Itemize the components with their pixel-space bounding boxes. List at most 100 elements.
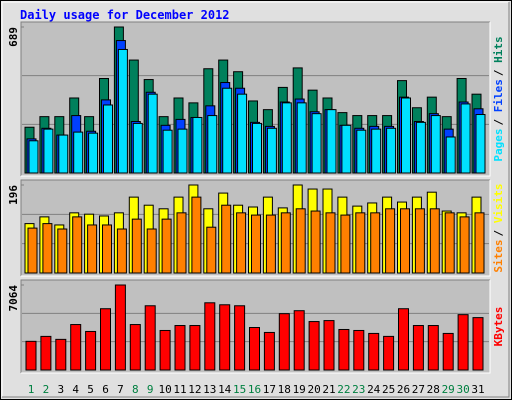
bar	[28, 140, 39, 174]
bar	[144, 305, 156, 371]
bevel	[20, 279, 490, 373]
bar	[460, 103, 471, 174]
legend: KBytes	[492, 307, 505, 347]
bar	[102, 224, 112, 274]
legend-entry: Files	[492, 79, 505, 112]
bar	[280, 212, 291, 274]
bar	[310, 210, 321, 274]
bar	[296, 102, 307, 174]
bar	[87, 224, 98, 274]
bar	[114, 284, 126, 371]
bar	[159, 329, 171, 371]
x-tick-label: 5	[87, 383, 94, 396]
bar	[401, 97, 411, 174]
bar	[338, 328, 350, 371]
bar	[355, 212, 366, 274]
bar	[386, 127, 397, 174]
bar	[429, 208, 440, 274]
bar	[263, 331, 275, 371]
bar	[131, 218, 142, 274]
bar	[341, 124, 352, 174]
legend-entry: Pages	[492, 129, 505, 162]
bar	[414, 208, 425, 274]
bar	[117, 48, 128, 174]
bar	[412, 325, 424, 371]
bar	[40, 335, 52, 371]
chart-title: Daily usage for December 2012	[20, 8, 230, 22]
bar	[58, 134, 69, 174]
bar	[383, 335, 395, 371]
x-tick-label: 3	[57, 383, 64, 396]
x-tick-label: 16	[248, 383, 261, 396]
bar	[295, 208, 306, 274]
bevel	[21, 180, 491, 277]
x-tick-label: 2	[43, 383, 50, 396]
x-tick-label: 25	[382, 383, 395, 396]
bar	[174, 325, 186, 371]
bar	[353, 329, 365, 371]
bar	[281, 102, 292, 174]
bar	[249, 327, 260, 371]
x-tick-label: 31	[471, 383, 484, 396]
bar	[442, 332, 454, 371]
bar	[400, 208, 410, 274]
x-tick-label: 28	[427, 383, 440, 396]
bar	[237, 93, 248, 174]
bar	[161, 218, 172, 274]
bar	[57, 228, 68, 274]
bar	[219, 304, 231, 371]
x-tick-label: 8	[132, 383, 139, 396]
bar	[191, 196, 202, 274]
bar	[370, 212, 381, 274]
bar	[221, 204, 232, 274]
x-tick-label: 21	[322, 383, 335, 396]
bar	[356, 129, 367, 174]
bar	[85, 330, 97, 371]
x-tick-label: 12	[188, 383, 201, 396]
bar	[207, 115, 218, 174]
bar	[129, 324, 141, 371]
bar	[70, 324, 82, 371]
bevel	[21, 22, 491, 177]
y-tick-label: 689	[7, 27, 20, 47]
x-tick-label: 29	[442, 383, 455, 396]
bar	[204, 302, 216, 371]
bar	[475, 114, 486, 174]
x-tick-label: 9	[147, 383, 154, 396]
bar	[177, 128, 188, 174]
bar	[444, 212, 455, 274]
bar	[340, 214, 351, 274]
bar	[415, 121, 426, 174]
y-tick-label: 7064	[7, 285, 20, 312]
bar	[116, 228, 127, 274]
bar	[100, 308, 111, 371]
legend-separator: /	[492, 229, 505, 236]
bar	[192, 116, 203, 174]
x-tick-label: 22	[337, 383, 350, 396]
bar	[132, 122, 143, 174]
legend: Sites / Visits	[492, 183, 505, 272]
bar	[445, 136, 456, 174]
bar	[311, 113, 322, 174]
bar	[323, 320, 335, 371]
x-tick-label: 14	[218, 383, 232, 396]
bar	[72, 216, 83, 274]
bar	[308, 321, 320, 371]
bar	[43, 128, 54, 174]
legend-entry: Visits	[492, 183, 505, 223]
x-tick-label: 24	[367, 383, 381, 396]
bar	[325, 212, 336, 274]
bevel	[20, 179, 490, 276]
legend-separator: /	[492, 119, 505, 126]
x-tick-label: 26	[397, 383, 410, 396]
legend-separator: /	[492, 69, 505, 76]
x-tick-label: 27	[412, 383, 425, 396]
bar	[368, 332, 380, 371]
legend-entry: Hits	[492, 36, 505, 63]
bar	[293, 310, 305, 371]
bar	[427, 325, 439, 371]
bevel	[21, 280, 491, 374]
bar	[206, 226, 217, 274]
